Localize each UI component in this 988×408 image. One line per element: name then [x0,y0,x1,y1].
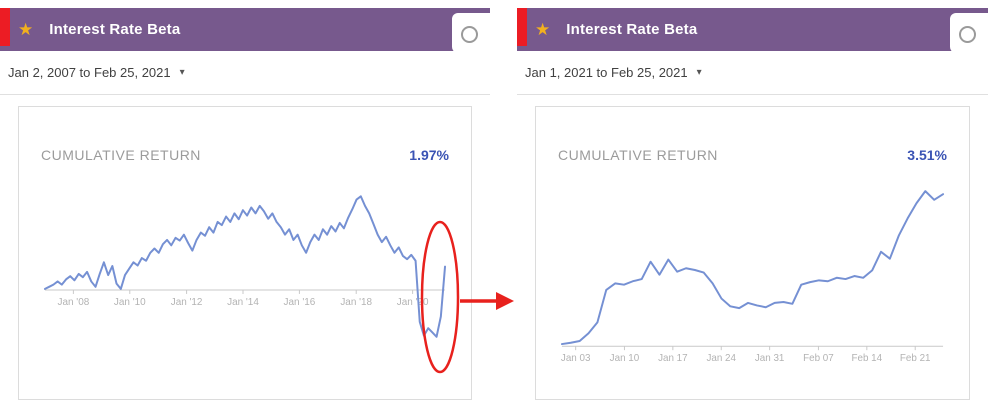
red-edge-strip [517,8,527,46]
svg-text:Jan '16: Jan '16 [284,297,316,308]
chart-title: CUMULATIVE RETURN [41,147,201,163]
chart-title: CUMULATIVE RETURN [558,147,718,163]
search-icon [461,26,478,43]
svg-text:Feb 07: Feb 07 [803,353,834,364]
card-header: ★ Interest Rate Beta [517,8,988,51]
favorite-star-icon[interactable]: ★ [18,20,34,39]
svg-text:Feb 21: Feb 21 [900,353,931,364]
cumulative-return-value: 1.97% [409,147,449,163]
date-range-label: Jan 1, 2021 to Feb 25, 2021 [525,65,688,80]
chevron-down-icon: ▾ [179,67,185,78]
svg-text:Jan '10: Jan '10 [114,297,146,308]
svg-text:Feb 14: Feb 14 [852,353,883,364]
date-range-selector[interactable]: Jan 2, 2007 to Feb 25, 2021 ▾ [0,51,490,95]
favorite-star-icon[interactable]: ★ [535,20,551,39]
chart-header: CUMULATIVE RETURN 1.97% [41,147,449,163]
cumulative-return-value: 3.51% [907,147,947,163]
search-icon [959,26,976,43]
chart-header: CUMULATIVE RETURN 3.51% [558,147,947,163]
svg-text:Jan 17: Jan 17 [658,353,688,364]
svg-text:Jan '20: Jan '20 [397,297,429,308]
line-chart-zoomed-period: Jan 03 Jan 10 Jan 17 Jan 24 Jan 31 Feb 07 Feb … [561,190,945,364]
svg-text:Jan 24: Jan 24 [706,353,736,364]
panel-zoomed-period: ★ Interest Rate Beta Jan 1, 2021 to Feb … [517,8,988,404]
svg-text:Jan '12: Jan '12 [171,297,203,308]
chevron-down-icon: ▾ [696,67,702,78]
panel-full-period: ★ Interest Rate Beta Jan 2, 2007 to Feb … [0,8,490,404]
red-edge-strip [0,8,10,46]
svg-text:Jan '08: Jan '08 [58,297,90,308]
svg-text:Jan 03: Jan 03 [561,353,591,364]
date-range-label: Jan 2, 2007 to Feb 25, 2021 [8,65,171,80]
annotation-arrow-head [496,292,514,310]
svg-text:Jan '18: Jan '18 [340,297,372,308]
line-chart-full-period: Jan '08 Jan '10 Jan '12 Jan '14 Jan '16 Jan '… [43,195,447,338]
card-title: Interest Rate Beta [566,21,698,38]
search-box-partial[interactable] [950,13,988,51]
chart-card: CUMULATIVE RETURN 3.51% Jan 03 Jan 10 Jan … [535,106,970,400]
date-range-selector[interactable]: Jan 1, 2021 to Feb 25, 2021 ▾ [517,51,988,95]
svg-text:Jan 10: Jan 10 [610,353,640,364]
svg-text:Jan '14: Jan '14 [227,297,259,308]
svg-text:Jan 31: Jan 31 [755,353,785,364]
card-header: ★ Interest Rate Beta [0,8,490,51]
chart-card: CUMULATIVE RETURN 1.97% Jan '08 Jan '10 Ja… [18,106,472,400]
search-box-partial[interactable] [452,13,490,51]
card-title: Interest Rate Beta [49,21,181,38]
